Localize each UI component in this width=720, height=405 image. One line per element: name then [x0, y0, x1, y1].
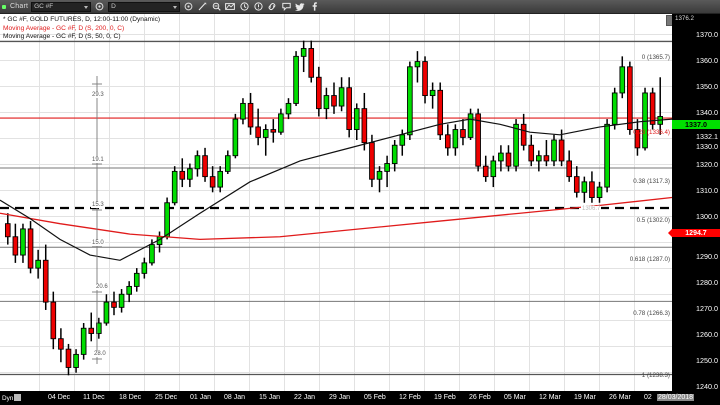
time-tick: 26 Mar	[609, 394, 631, 401]
measure-label-2: 19.1	[91, 157, 105, 163]
last-price-badge: 1337.0	[672, 120, 720, 129]
time-tick: 19 Feb	[434, 394, 456, 401]
price-tick: 1330.0	[696, 142, 718, 151]
time-tick: 12 Feb	[399, 394, 421, 401]
price-tick: 1280.0	[696, 278, 718, 287]
fib-label-078: 0.78 (1266.3)	[633, 310, 670, 317]
fib-label-1: 1 (1238.3)	[641, 372, 670, 379]
fib-label-038: 0.38 (1317.3)	[633, 178, 670, 185]
time-axis[interactable]: Dyn 04 Dec 11 Dec 18 Dec 25 Dec 01 Jan 0…	[0, 391, 720, 405]
price-tick: 1250.0	[696, 356, 718, 365]
ma200-price-badge: 1294.7	[668, 229, 720, 237]
note-icon[interactable]	[280, 1, 292, 12]
facebook-icon[interactable]	[308, 1, 320, 12]
time-tick-selected[interactable]: 28/03/2018	[657, 394, 695, 401]
time-tick: 01 Jan	[190, 394, 212, 401]
fib-label-0: 0 (1365.7)	[641, 54, 670, 61]
trendline-icon[interactable]	[196, 1, 208, 12]
time-tick: 05 Feb	[364, 394, 386, 401]
measure-label-6: 28.0	[93, 351, 107, 357]
twitter-icon[interactable]	[294, 1, 306, 12]
price-axis-header: 1376.2	[672, 14, 720, 22]
time-tick: 15 Jan	[259, 394, 281, 401]
lock-icon[interactable]	[14, 394, 22, 401]
time-tick: 25 Dec	[155, 394, 178, 401]
measure-label-1: 29.3	[91, 92, 105, 98]
time-tick: 12 Mar	[539, 394, 561, 401]
measure-label-4: 15.0	[91, 240, 105, 246]
dynamic-toggle[interactable]: Dyn	[2, 394, 22, 402]
price-tick: 1270.0	[696, 304, 718, 313]
time-tick: 11 Dec	[83, 394, 105, 401]
chevron-down-icon[interactable]	[173, 5, 178, 9]
chevron-down-icon[interactable]	[84, 5, 89, 9]
legend-symbol-line: * GC #F, GOLD FUTURES, D, 12:00-11:00 (D…	[3, 16, 161, 23]
alert-icon[interactable]	[252, 1, 264, 12]
price-tick: 1350.0	[696, 82, 718, 91]
link-icon[interactable]	[266, 1, 278, 12]
fib-label-05: 0.5 (1302.0)	[636, 217, 670, 224]
price-tick: 1290.0	[696, 252, 718, 261]
zoom-out-icon[interactable]	[210, 1, 222, 12]
time-tick: 18 Dec	[119, 394, 142, 401]
price-axis[interactable]: 1376.2 1370.0 1360.0 1350.0 1340.0 1330.…	[668, 14, 720, 391]
clock-icon[interactable]	[238, 1, 250, 12]
time-tick: 02	[644, 394, 652, 401]
status-dot-icon	[2, 4, 6, 9]
time-tick: 05 Mar	[504, 394, 526, 401]
measure-icon[interactable]	[224, 1, 236, 12]
fib-label-023: 0.23 (1336.4)	[633, 129, 670, 136]
legend-ma50-line: Moving Average - GC #F, D (S, 50, 0, C)	[3, 33, 121, 40]
price-tick: 1310.0	[696, 186, 718, 195]
price-tick: 1370.0	[696, 30, 718, 39]
dynamic-label: Dyn	[2, 395, 14, 402]
price-tick: 1320.0	[696, 160, 718, 169]
time-tick: 22 Jan	[294, 394, 316, 401]
main-toolbar: Chart GC #F D	[0, 0, 720, 14]
price-tick: 1360.0	[696, 56, 718, 65]
price-tick: 1240.0	[696, 382, 718, 391]
chart-settings-icon[interactable]	[93, 1, 105, 12]
time-tick: 29 Jan	[329, 394, 351, 401]
window-title: Chart	[10, 3, 29, 10]
time-tick: 08 Jan	[224, 394, 246, 401]
symbol-input[interactable]: GC #F	[31, 1, 92, 12]
symbol-value: GC #F	[34, 3, 54, 10]
interval-input[interactable]: D	[108, 1, 181, 12]
price-tick: 1340.0	[696, 108, 718, 117]
chart-plot-area[interactable]: 0 (1365.7) 0.23 (1336.4) 0.38 (1317.3) 0…	[0, 14, 672, 391]
time-tick: 19 Mar	[574, 394, 596, 401]
measure-label-5: 20.6	[95, 284, 109, 290]
fib-label-0618: 0.618 (1287.0)	[629, 256, 670, 263]
measure-label-3: 15.3	[91, 202, 105, 208]
price-tick: 1300.0	[696, 212, 718, 221]
chart-drawing-layer	[0, 40, 672, 376]
chart-legend: * GC #F, GOLD FUTURES, D, 12:00-11:00 (D…	[3, 16, 160, 42]
time-tick: 04 Dec	[48, 394, 71, 401]
legend-ma200-line: Moving Average - GC #F, D (S, 200, 0, C)	[3, 24, 125, 32]
time-tick: 26 Feb	[469, 394, 491, 401]
mid-price-label: 1332.1	[696, 132, 718, 141]
interval-settings-icon[interactable]	[182, 1, 194, 12]
interval-value: D	[111, 3, 116, 10]
measure-label-7: 1306.7	[581, 206, 602, 212]
price-tick: 1260.0	[696, 330, 718, 339]
